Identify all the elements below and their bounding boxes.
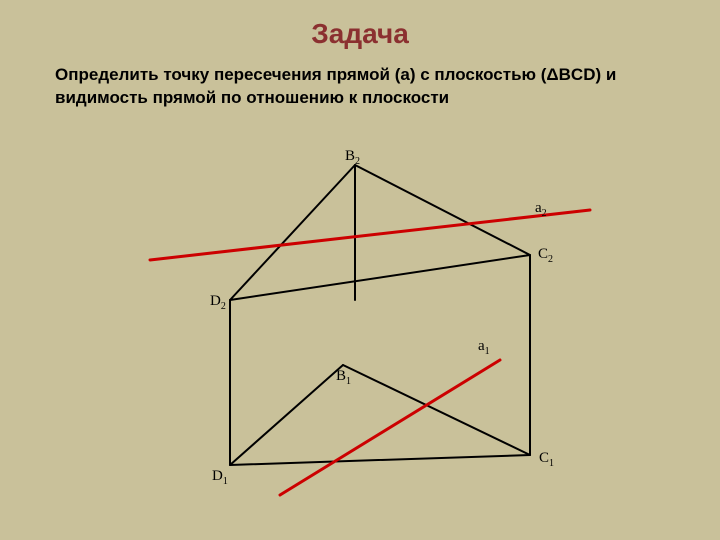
- geometry-diagram: [0, 0, 720, 540]
- point-label: B2: [345, 148, 360, 167]
- point-label: D1: [212, 468, 228, 487]
- point-label: C1: [539, 450, 554, 469]
- point-label: D2: [210, 293, 226, 312]
- point-label: a2: [535, 200, 547, 219]
- point-label: C2: [538, 246, 553, 265]
- point-label: B1: [336, 368, 351, 387]
- point-label: a1: [478, 338, 490, 357]
